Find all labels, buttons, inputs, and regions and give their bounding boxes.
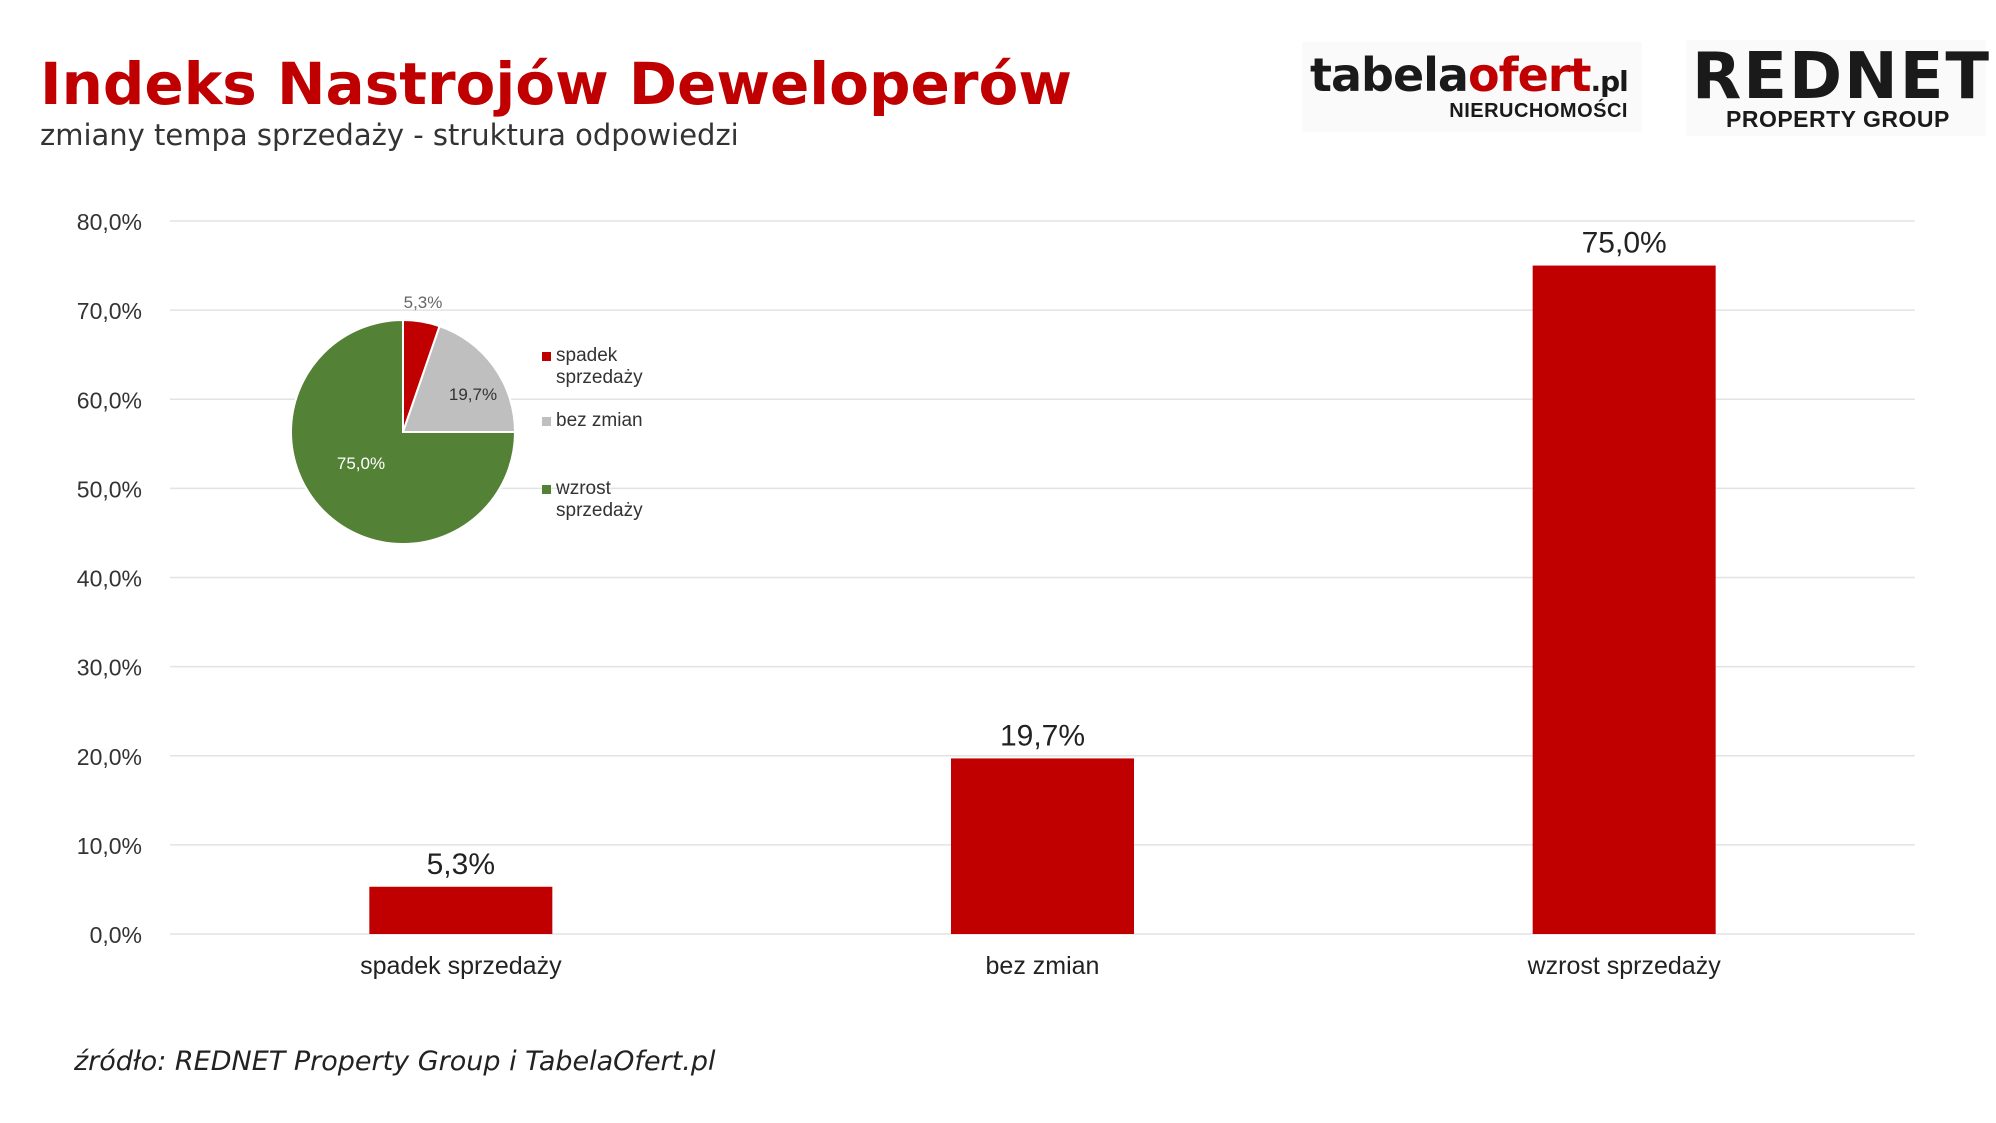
y-tick-label: 60,0% [77, 387, 142, 413]
legend-swatch [542, 352, 551, 361]
tabelaofert-logo-subtitle: NIERUCHOMOŚCI [1449, 100, 1628, 122]
bar [951, 758, 1134, 934]
pie-value-label: 75,0% [337, 454, 385, 473]
x-category-label: bez zmian [986, 952, 1100, 980]
y-tick-label: 70,0% [77, 298, 142, 324]
y-tick-label: 20,0% [77, 744, 142, 770]
x-category-label: spadek sprzedaży [360, 952, 562, 980]
y-tick-label: 40,0% [77, 566, 142, 592]
legend-swatch [542, 485, 551, 494]
source-note: źródło: REDNET Property Group i TabelaOf… [74, 1046, 716, 1077]
rednet-logo-text: REDNET [1692, 40, 1992, 114]
tabelaofert-logo-text: tabelaofert.pl [1310, 48, 1629, 102]
page-subtitle: zmiany tempa sprzedaży - struktura odpow… [40, 118, 739, 152]
legend-label: bez zmian [556, 410, 643, 431]
y-tick-label: 30,0% [77, 655, 142, 681]
x-category-label: wzrost sprzedaży [1527, 952, 1722, 980]
legend-label: wzrost sprzedaży [555, 478, 643, 521]
rednet-logo-subtitle: PROPERTY GROUP [1726, 106, 1950, 132]
pie-value-label: 19,7% [449, 385, 497, 404]
bar-value-label: 75,0% [1582, 227, 1667, 260]
y-tick-label: 0,0% [90, 922, 142, 948]
pie-value-label: 5,3% [404, 293, 443, 312]
tabelaofert-logo: tabelaofert.pl NIERUCHOMOŚCI [1302, 42, 1642, 132]
legend-swatch [542, 417, 551, 426]
y-tick-label: 50,0% [77, 476, 142, 502]
bar [1532, 265, 1716, 934]
page-title: Indeks Nastrojów Deweloperów [40, 50, 1072, 118]
pie-slice [290, 318, 517, 545]
y-tick-label: 80,0% [77, 209, 142, 235]
legend-label: spadek sprzedaży [556, 345, 643, 388]
rednet-logo: REDNET PROPERTY GROUP [1686, 40, 1989, 136]
bar-chart: 0,0% 10,0% 20,0% 30,0% 40,0% 50,0% 60,0% 70,0% 8… [77, 209, 1915, 980]
bar-value-label: 19,7% [1000, 719, 1085, 752]
pie-slice [401, 324, 517, 433]
bar-value-label: 5,3% [427, 848, 495, 881]
bar [369, 886, 553, 934]
y-tick-label: 10,0% [77, 833, 142, 859]
